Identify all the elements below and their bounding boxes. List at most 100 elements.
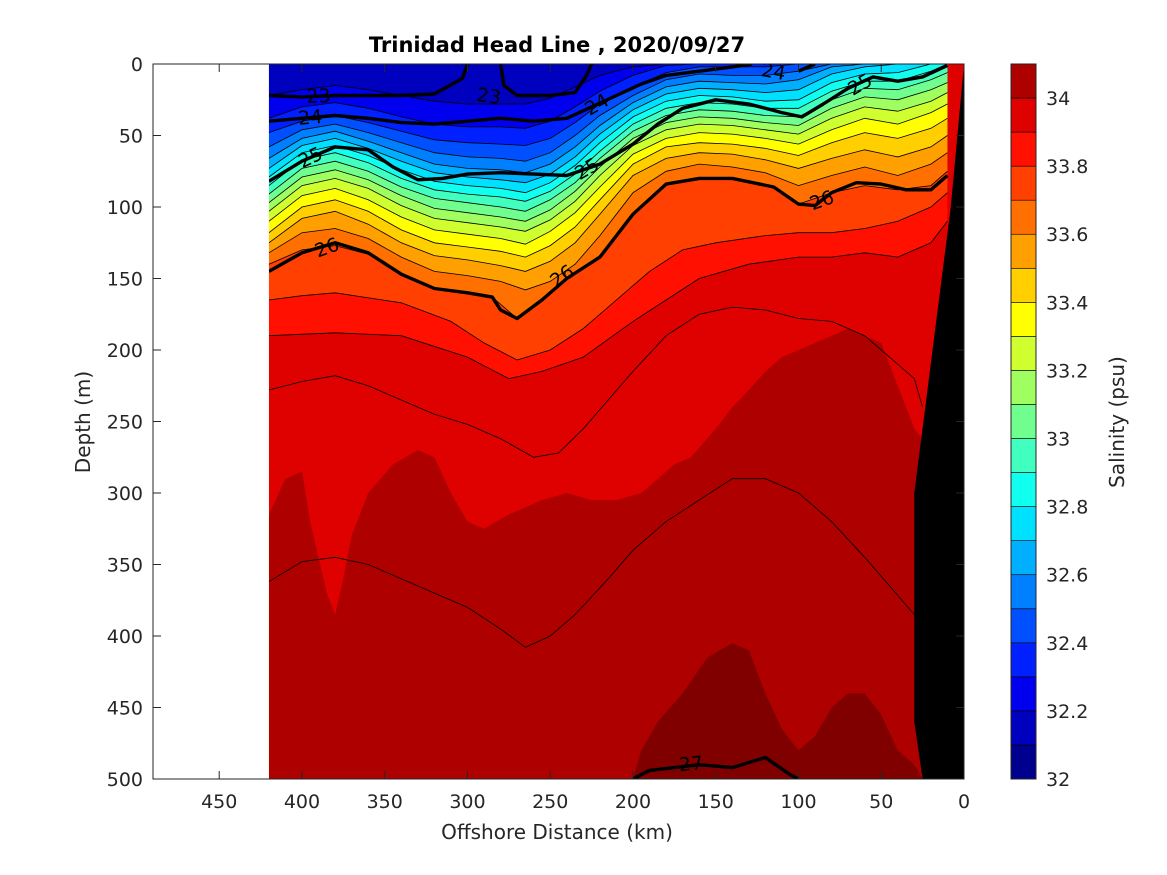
salinity-contour-line [268,64,948,129]
colorbar-tick-label: 32 [1046,769,1070,791]
colorbar-segment [1010,233,1037,269]
y-tick-label: 500 [107,769,143,791]
colorbar-segment [1010,574,1037,610]
y-tick-label: 350 [107,555,143,577]
density-label: 27 [678,752,704,776]
x-tick-label: 350 [367,791,403,813]
y-tick-label: 300 [107,483,143,505]
density-label: 23 [306,85,331,108]
salinity-contour-line [268,192,948,361]
y-tick-label: 50 [119,126,143,148]
salinity-contour-line [268,117,948,258]
topography-wedge [914,64,964,779]
salinity-contour-line [268,135,948,272]
density-label-group: 24 [297,106,323,130]
colorbar-tick-label: 33.6 [1046,224,1088,246]
density-label-group: 23 [475,84,502,109]
no-data-area [153,64,269,779]
colorbar-segment [1010,131,1037,167]
colorbar-segment [1010,438,1037,473]
salinity-contour-line [268,64,948,105]
colorbar-tick-label: 33.2 [1046,360,1088,382]
colorbar-tick-label: 32.6 [1046,565,1088,587]
salinity-band-34.1 [633,643,923,779]
colorbar: 34 33.8 33.6 33.4 33.2 33 32.8 32.6 32.4 32.2 32 [1010,63,1088,791]
colorbar-segment [1010,302,1037,337]
salinity-band-34 [268,328,940,779]
density-label-group: 23 [306,85,331,108]
y-axis-label: Depth (m) [71,371,95,473]
salinity-contour-line [268,152,948,291]
colorbar-segment [1010,165,1037,201]
density-contour-23 [268,64,470,99]
salinity-contour-line [268,82,948,222]
x-tick-label: 450 [201,791,237,813]
colorbar-segment [1010,336,1037,371]
y-tick-label: 250 [107,412,143,434]
x-tick-label: 400 [284,791,320,813]
salinity-contour-line [268,92,948,232]
colorbar-segment [1010,63,1037,99]
colorbar-segment [1010,199,1037,235]
salinity-contour-line [268,64,948,174]
colorbar-tick-label: 33.8 [1046,156,1088,178]
density-label: 24 [760,59,788,85]
colorbar-segment [1010,267,1037,303]
x-tick-label: 300 [449,791,485,813]
salinity-contour-line [268,64,948,184]
salinity-contour-line [268,103,948,245]
salinity-fills [268,64,964,779]
density-contour-26 [268,174,949,321]
density-contour-24 [268,64,753,126]
colorbar-segment [1010,608,1037,644]
colorbar-tick-label: 34 [1046,88,1070,110]
salinity-contour-line [268,478,915,648]
y-tick-label: 450 [107,698,143,720]
colorbar-segment [1010,472,1037,507]
x-tick-label: 100 [780,791,816,813]
colorbar-segment [1010,97,1037,133]
colorbar-segment [1010,744,1037,780]
colorbar-segment [1010,404,1037,439]
y-tick-label: 200 [107,340,143,362]
salinity-contour-line [268,306,923,458]
colorbar-frame [1010,63,1037,780]
colorbar-segment [1010,676,1037,712]
x-tick-label: 200 [615,791,651,813]
density-contour-27 [632,755,800,779]
y-tick-label: 0 [131,54,143,76]
colorbar-tick-label: 33.4 [1046,292,1088,314]
x-tick-label: 0 [958,791,970,813]
x-axis-label: Offshore Distance (km) [441,820,673,844]
colorbar-segment [1010,540,1037,576]
x-tick-label: 150 [698,791,734,813]
colorbar-label: Salinity (psu) [1105,356,1129,488]
topography-layer [153,64,964,779]
chart-title: Trinidad Head Line , 2020/09/27 [369,33,745,57]
colorbar-segment [1010,642,1037,678]
y-axis: 0 50 100 150 200 250 300 350 400 450 500 [107,54,964,791]
colorbar-segment [1010,370,1037,405]
density-contour-23 [498,64,594,98]
colorbar-tick-label: 33 [1046,429,1070,451]
density-label: 23 [475,84,502,109]
salinity-contour-line [268,64,948,202]
density-contour-25 [268,64,949,183]
x-tick-label: 250 [532,791,568,813]
colorbar-segment [1010,710,1037,746]
salinity-band-32.2 [268,64,948,104]
y-tick-label: 400 [107,626,143,648]
colorbar-tick-label: 32.4 [1046,633,1088,655]
x-tick-label: 50 [869,791,893,813]
density-label-group: 27 [678,752,704,776]
density-label: 24 [297,106,323,130]
colorbar-tick-label: 32.8 [1046,497,1088,519]
y-tick-label: 150 [107,269,143,291]
colorbar-tick-label: 32.2 [1046,701,1088,723]
colorbar-segment [1010,506,1037,541]
salinity-contour-line [268,64,948,162]
y-tick-label: 100 [107,197,143,219]
x-axis: 450 400 350 300 250 200 150 100 50 0 [201,64,970,813]
